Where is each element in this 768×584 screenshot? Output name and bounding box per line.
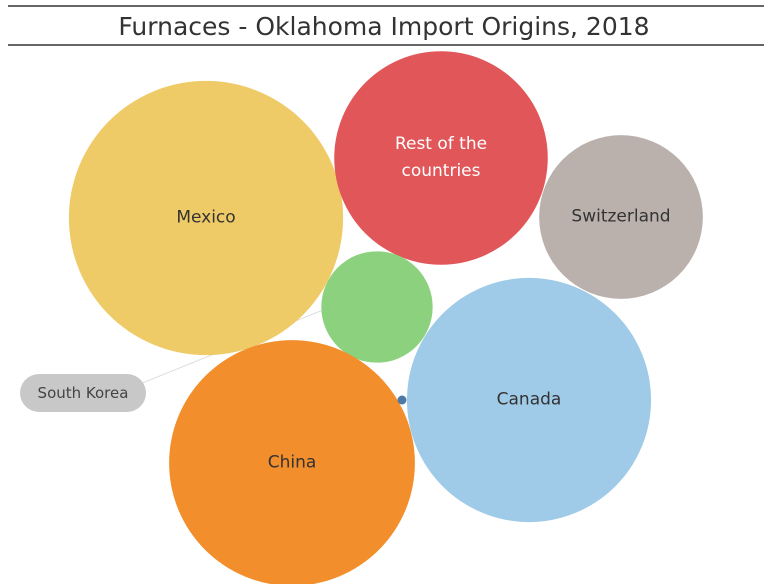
bubble-label: Switzerland <box>571 206 671 227</box>
bubble <box>539 135 703 299</box>
bubble-label: Mexico <box>176 207 236 228</box>
bubble <box>406 277 652 523</box>
bubble-label: South Korea <box>20 374 146 412</box>
bubble-label: China <box>267 452 317 473</box>
bubble <box>169 340 415 584</box>
bubble <box>68 80 344 356</box>
chart-title: Furnaces - Oklahoma Import Origins, 2018 <box>118 12 650 41</box>
bubble <box>397 395 407 405</box>
bubble <box>334 51 548 265</box>
bubble-label: Rest of the countries <box>394 134 488 181</box>
bubble-label: Canada <box>496 389 562 410</box>
bubble <box>321 251 433 363</box>
